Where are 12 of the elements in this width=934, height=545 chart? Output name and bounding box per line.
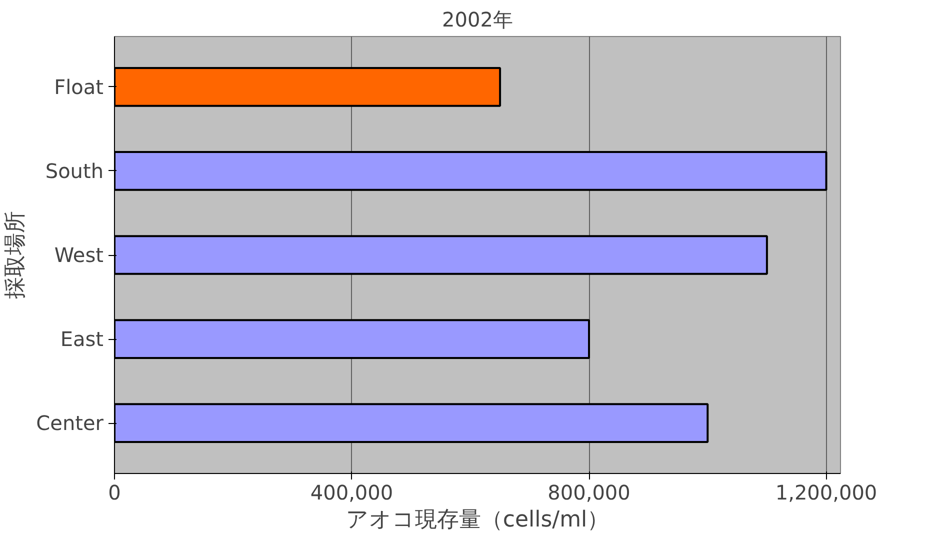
x-tick-label: 0 (108, 480, 121, 504)
y-tick-label: South (45, 158, 104, 183)
y-axis-title: 採取場所 (3, 211, 28, 299)
y-tick-label: East (60, 327, 104, 352)
x-tick-label: 800,000 (548, 480, 630, 504)
x-tick-label: 1,200,000 (775, 480, 878, 504)
x-tick-label: 400,000 (310, 480, 394, 504)
y-tick-label: West (54, 243, 104, 267)
chart-title: 2002年 (442, 8, 513, 32)
x-axis-title: アオコ現存量（cells/ml） (346, 508, 610, 532)
y-tick-label: Center (36, 411, 104, 436)
y-tick-label: Float (54, 74, 104, 99)
